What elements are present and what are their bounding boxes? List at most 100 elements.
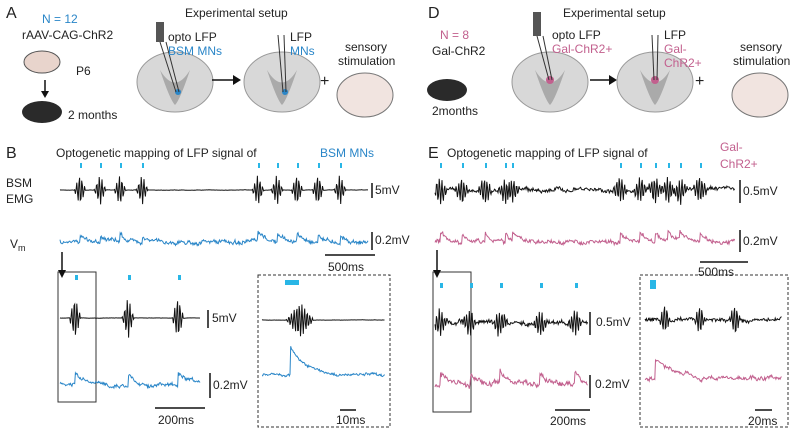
mn-pool [282,89,288,95]
scale-label: 0.5mV [743,184,778,198]
stim-tick [318,163,320,168]
stim-tick [575,283,578,288]
stim-tick [142,163,144,168]
adult-age: 2 months [68,108,117,122]
trace [262,346,385,378]
probe-target: Gal-ChR2+ [552,42,612,56]
stim-tick [668,163,670,168]
stim-tick [100,163,102,168]
stim-tick [75,275,78,280]
plus: + [695,73,704,90]
mn-pool [175,89,181,95]
stim-tick [485,163,487,168]
stim-tick [285,280,299,285]
trace [59,175,368,205]
stim-tick [80,163,82,168]
panel-letter: B [6,145,17,162]
inset-box [257,274,391,428]
panel-letter: D [428,5,440,22]
scale-bars [155,180,772,411]
probe [159,41,177,93]
probe-target: MNs [290,44,315,58]
stim-tick [680,163,682,168]
scale-label: 0.2mV [375,233,410,247]
panel-letter: E [428,145,439,162]
plus: + [320,73,329,90]
cohort: N = 8 [440,28,469,42]
grey-matter [535,70,565,105]
stim-tick [655,163,657,168]
arrow-head [41,91,49,98]
probe-target: BSM MNs [168,44,222,58]
trace [59,230,369,247]
setup-title: Experimental setup [185,6,288,20]
scale-label: 0.2mV [743,234,778,248]
traces [59,163,782,390]
probe [277,34,284,93]
stim-tick [340,163,342,168]
probe [651,34,655,81]
panel-letter: A [6,5,17,22]
illustrations [22,12,789,428]
adult-age: 2months [432,104,478,118]
stim-tick [440,283,443,288]
vm-sub: m [18,243,26,253]
scale-label: 5mV [212,311,237,325]
panel-title: Optogenetic mapping of LFP signal of [56,146,257,160]
probe [283,34,287,93]
zoom-box [432,271,472,413]
stim-tick [258,163,260,168]
trace-label: EMG [6,192,33,206]
mouse [427,79,467,101]
mouse-hindlimb [731,72,789,118]
trace-label: BSM [6,176,32,190]
trace [434,308,589,337]
stim-tick [540,283,543,288]
gal-pool [546,76,554,84]
setup-title: Experimental setup [563,6,666,20]
mouse-hindlimb [336,72,394,118]
stim-tick [470,283,473,288]
stim-tick [120,163,122,168]
mouse [22,101,62,123]
scale-label: 5mV [375,183,400,197]
arrow-head [609,75,617,85]
trace [644,358,782,384]
inset-box [639,274,789,428]
trace [59,300,201,338]
arrow-head [58,270,66,278]
stimulation: stimulation [338,54,395,68]
scale-label: 10ms [336,413,365,427]
grey-matter [640,70,670,105]
trace [59,371,201,390]
scale-label: 0.2mV [595,377,630,391]
grey-matter [267,70,297,105]
stim-tick [462,163,464,168]
probe-label: opto LFP [168,30,217,44]
scale-label: 200ms [158,413,194,427]
vm-label: Vm [10,237,26,253]
scale-label: 0.2mV [213,378,248,392]
panel-title: Optogenetic mapping of LFP signal of [447,146,648,160]
stim-tick [297,163,299,168]
cohort: N = 12 [42,12,78,26]
stim-tick [650,280,656,289]
stim-tick [500,283,503,288]
trace [434,368,588,389]
probe-label: opto LFP [552,28,601,42]
panel-title-target: BSM MNs [320,146,374,160]
stim-tick [128,275,131,280]
scale-label: 500ms [328,260,364,274]
age: P6 [76,64,91,78]
stim-tick [178,275,181,280]
panel-title-target: ChR2+ [720,157,758,171]
trace [434,176,736,205]
probe [536,35,550,81]
construct: rAAV-CAG-ChR2 [22,28,113,42]
stim-tick [620,163,622,168]
scale-label: 200ms [550,414,586,428]
probe-holder [156,22,164,42]
stim-tick [440,163,442,168]
stim-tick [512,163,514,168]
